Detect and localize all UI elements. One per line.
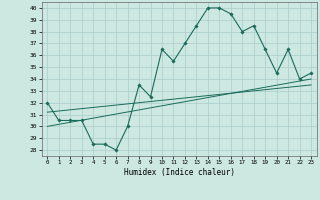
X-axis label: Humidex (Indice chaleur): Humidex (Indice chaleur) <box>124 168 235 177</box>
